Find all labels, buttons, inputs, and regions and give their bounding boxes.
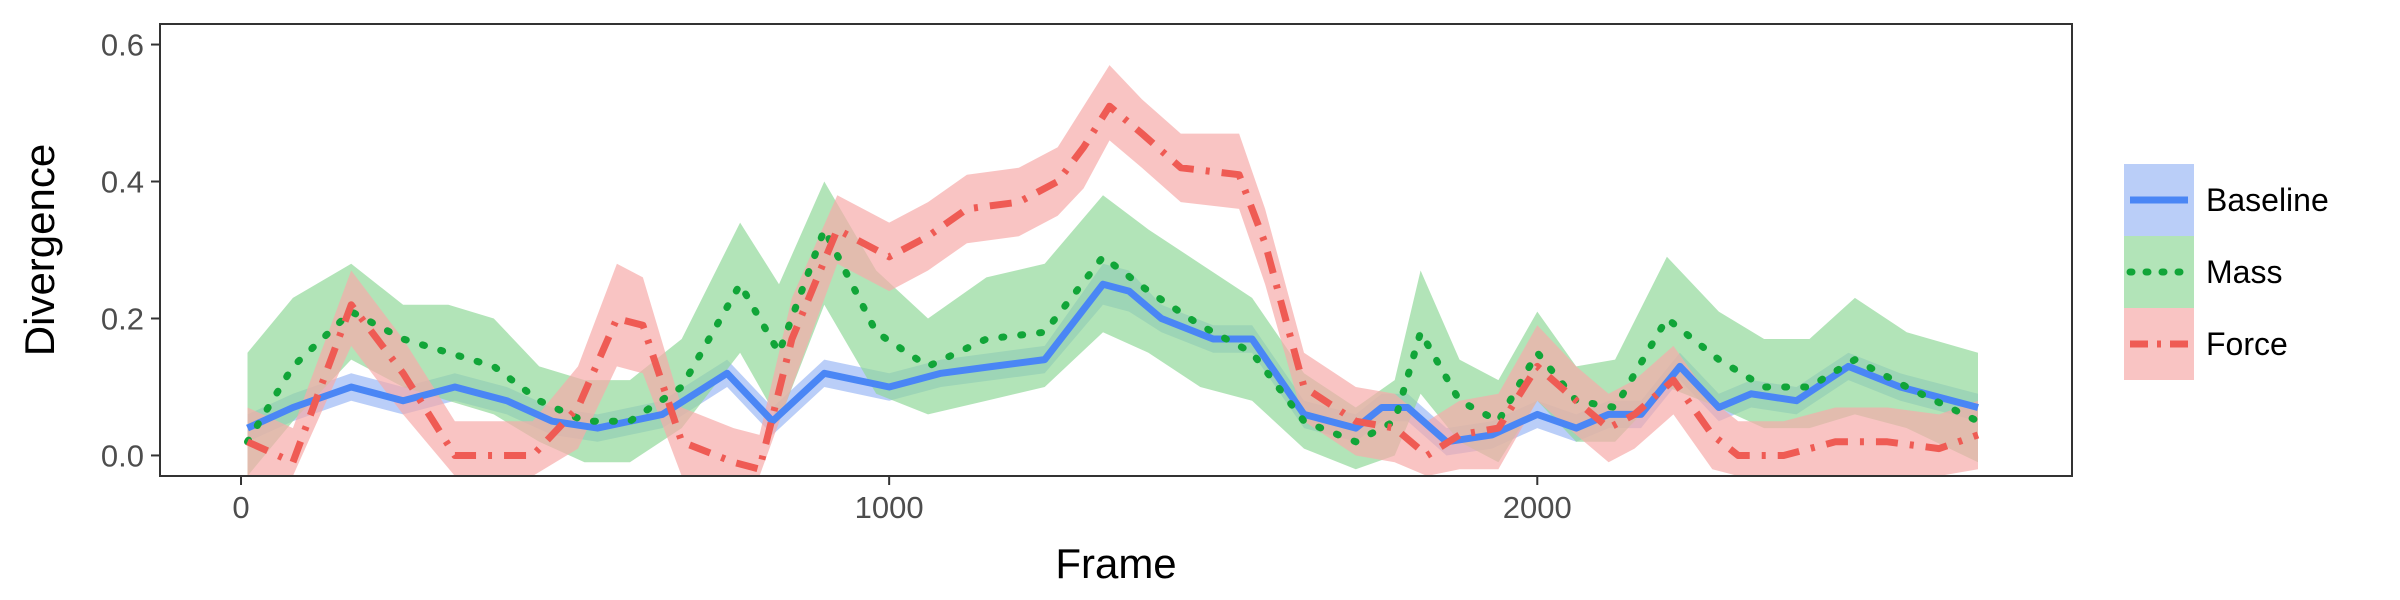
legend-item-baseline: Baseline	[2124, 164, 2329, 236]
x-axis-title: Frame	[1055, 540, 1176, 587]
legend-item-mass: Mass	[2124, 236, 2282, 308]
y-axis: 0.0 0.2 0.4 0.6	[101, 28, 160, 473]
legend: Baseline Mass Force	[2124, 164, 2329, 380]
legend-label-mass: Mass	[2206, 254, 2282, 290]
y-tick-label: 0.4	[101, 165, 144, 200]
x-tick-label: 0	[232, 490, 249, 525]
y-axis-title: Divergence	[16, 144, 63, 356]
y-tick-label: 0.6	[101, 28, 144, 63]
band-layer	[247, 65, 1978, 476]
legend-label-baseline: Baseline	[2206, 182, 2329, 218]
force-series-line	[246, 102, 1980, 473]
y-tick-label: 0.0	[101, 438, 144, 473]
line-layer	[244, 102, 1982, 473]
legend-item-force: Force	[2124, 308, 2288, 380]
mass-series-line	[244, 226, 1982, 446]
force-confidence-band	[247, 65, 1978, 476]
x-axis: 0 1000 2000	[232, 476, 1572, 525]
plot-panel-border	[159, 23, 2073, 477]
legend-label-force: Force	[2206, 326, 2288, 362]
x-tick-label: 1000	[855, 490, 924, 525]
y-tick-label: 0.2	[101, 301, 144, 336]
x-tick-label: 2000	[1503, 490, 1572, 525]
